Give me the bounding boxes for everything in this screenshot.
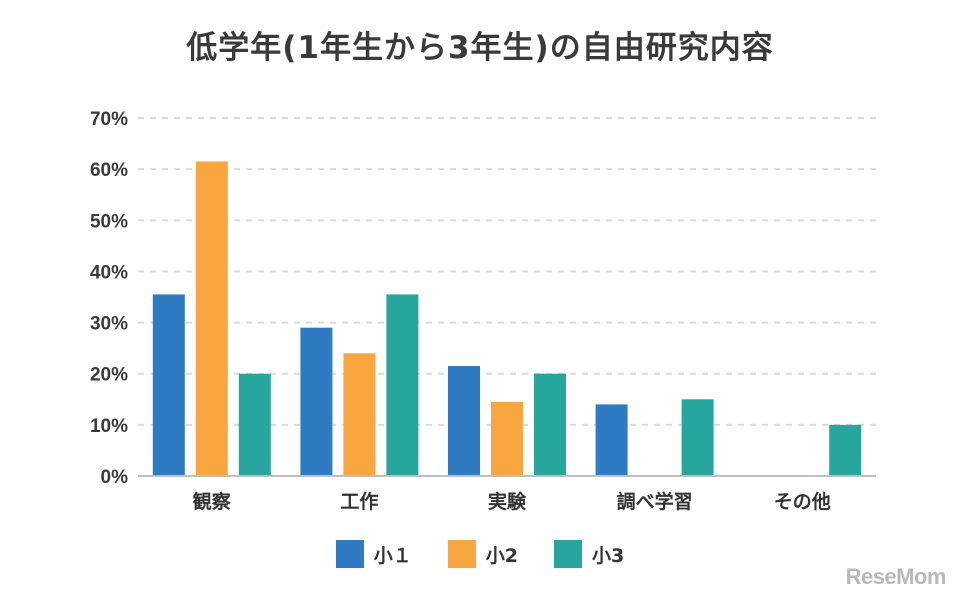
bar (238, 373, 271, 476)
legend-swatch-2 (447, 540, 476, 568)
bar (534, 373, 566, 476)
y-tick-label: 40% (90, 262, 128, 283)
bar (448, 366, 480, 476)
x-category-label: その他 (774, 490, 831, 513)
bar (595, 404, 628, 476)
bar (829, 424, 862, 476)
legend-item-1: 小１ (335, 540, 412, 568)
bar (300, 327, 333, 476)
y-tick-label: 0% (101, 467, 129, 488)
y-tick-label: 30% (90, 314, 128, 335)
x-category-label: 観察 (193, 490, 232, 513)
chart-title: 低学年(1年生から3年生)の自由研究内容 (186, 30, 774, 66)
x-axis-categories: 観察 工作 実験 調べ学習 その他 (193, 490, 831, 513)
x-category-label: 調べ学習 (617, 490, 693, 513)
bar (343, 353, 376, 476)
bar (491, 401, 523, 476)
legend-item-2: 小2 (447, 540, 518, 568)
x-category-label: 実験 (488, 490, 527, 513)
bar (152, 294, 185, 476)
bars (152, 161, 862, 476)
legend-label-1: 小１ (373, 544, 412, 567)
y-tick-label: 60% (90, 160, 128, 181)
bar (681, 399, 714, 476)
y-tick-label: 50% (90, 211, 128, 232)
y-tick-label: 20% (90, 365, 128, 386)
legend-swatch-1 (335, 540, 364, 568)
y-tick-label: 10% (90, 416, 128, 437)
legend-label-2: 小2 (485, 544, 518, 567)
y-tick-label: 70% (90, 109, 128, 130)
bar (195, 161, 228, 476)
legend-label-3: 小3 (592, 544, 625, 567)
x-category-label: 工作 (340, 490, 378, 513)
resemom-logo: ReseMom (845, 564, 947, 589)
legend: 小１ 小2 小3 (0, 540, 960, 568)
legend-item-3: 小3 (554, 540, 624, 568)
legend-swatch-3 (554, 540, 582, 568)
y-axis-ticks: 0% 10% 20% 30% 40% 50% 60% 70% (90, 109, 128, 488)
bar (386, 294, 419, 476)
